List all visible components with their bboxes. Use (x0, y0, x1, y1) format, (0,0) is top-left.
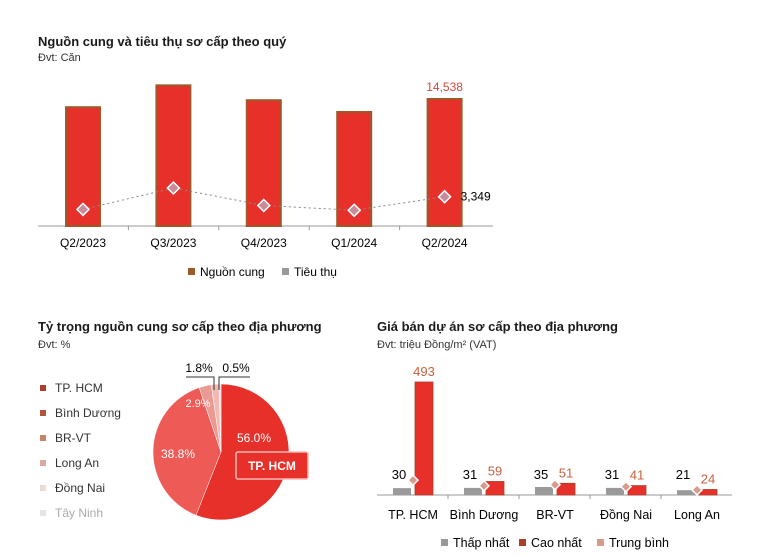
consumption-marker (256, 198, 271, 213)
legend-swatch (188, 268, 195, 275)
callout-box (235, 451, 309, 480)
legend-label: Nguồn cung (200, 265, 265, 279)
min-bar (393, 488, 411, 495)
legend-label: Tây Ninh (55, 506, 103, 520)
max-label: 24 (701, 471, 715, 486)
slice-label: 2.9% (185, 398, 210, 410)
consumption-marker (75, 202, 91, 217)
min-label: 35 (534, 467, 548, 482)
legend-swatch (519, 539, 526, 546)
callout-label: TP. HCM (248, 459, 296, 473)
legend-label: Tiêu thụ (294, 265, 337, 279)
consumption-line (82, 187, 445, 211)
legend-label: Trung bình (609, 536, 669, 550)
chart3-unit: Đvt: triệu Đồng/m² (VAT) (377, 339, 497, 351)
avg-marker (548, 478, 562, 491)
x-tick-label: Q3/2023 (150, 236, 196, 250)
leader-line (218, 376, 250, 390)
min-label: 30 (392, 467, 406, 482)
legend-swatch (282, 268, 289, 275)
chart1-unit: Đvt: Căn (38, 52, 81, 64)
pie-slice (152, 387, 222, 516)
min-bar (464, 487, 482, 495)
slice-label: 56.0% (237, 431, 271, 445)
chart1-title: Nguồn cung và tiêu thụ sơ cấp theo quý (38, 34, 287, 49)
max-label: 51 (559, 465, 573, 480)
avg-marker (477, 479, 491, 492)
slice-label: 38.8% (161, 447, 195, 461)
legend-swatch (40, 385, 46, 391)
min-label: 31 (463, 467, 477, 482)
min-label: 31 (605, 467, 619, 482)
max-label: 59 (488, 463, 502, 478)
slice-label: 1.8% (185, 361, 213, 375)
legend-label: Đồng Nai (55, 481, 105, 495)
legend-swatch (40, 485, 46, 491)
data-label: 3,349 (461, 190, 491, 204)
supply-bar (426, 98, 463, 227)
min-label: 21 (676, 467, 690, 482)
legend-label: BR-VT (55, 431, 92, 445)
min-bar (677, 490, 695, 495)
supply-bar (155, 84, 192, 227)
x-tick-label: Q2/2023 (60, 236, 106, 250)
legend-label: Bình Dương (55, 406, 121, 420)
consumption-marker (347, 203, 362, 218)
max-bar (556, 482, 576, 496)
legend-label: Cao nhất (531, 536, 582, 550)
x-tick-label: Bình Dương (450, 508, 519, 522)
consumption-marker (166, 180, 181, 196)
avg-marker (690, 483, 704, 497)
slice-label: 0.5% (222, 361, 250, 375)
leader-line (186, 376, 215, 390)
chart2-title: Tỷ trọng nguồn cung sơ cấp theo địa phươ… (38, 319, 322, 334)
min-bar (606, 487, 624, 495)
chart2-unit: Đvt: % (38, 339, 71, 351)
x-tick-label: TP. HCM (388, 508, 438, 522)
max-bar (414, 381, 434, 496)
legend-swatch (40, 410, 46, 416)
x-tick-label: Q1/2024 (331, 236, 377, 250)
avg-marker (406, 474, 420, 487)
avg-marker (619, 480, 633, 493)
legend-swatch (441, 539, 448, 546)
x-tick-label: Q4/2023 (241, 236, 287, 250)
legend-swatch (40, 510, 46, 516)
legend-swatch (40, 460, 46, 466)
max-bar (485, 481, 505, 496)
max-label: 493 (413, 364, 435, 379)
supply-bar (245, 99, 282, 227)
x-tick-label: BR-VT (536, 508, 574, 522)
x-tick-label: Đồng Nai (600, 508, 652, 522)
min-bar (535, 486, 553, 495)
max-label: 41 (630, 468, 644, 483)
data-label: 14,538 (426, 80, 463, 94)
x-tick-label: Long An (674, 508, 720, 522)
legend-label: TP. HCM (55, 381, 103, 395)
x-tick-label: Q2/2024 (422, 236, 468, 250)
legend-swatch (40, 435, 46, 441)
consumption-marker (437, 189, 452, 204)
chart3-title: Giá bán dự án sơ cấp theo địa phương (377, 319, 619, 334)
legend-swatch (597, 539, 604, 546)
legend-label: Thấp nhất (453, 536, 510, 550)
legend-label: Long An (55, 456, 99, 470)
